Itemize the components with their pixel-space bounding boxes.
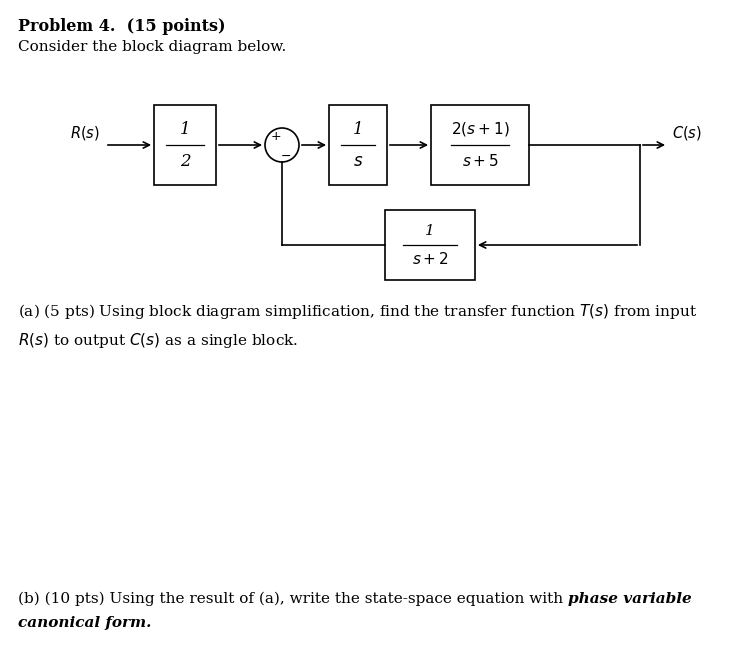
Bar	[431, 105, 529, 185]
Text: (b) (10 pts) Using the result of (a), write the state-space equation with: (b) (10 pts) Using the result of (a), wr…	[18, 592, 568, 606]
Text: $s+2$: $s+2$	[411, 251, 448, 267]
Text: 1: 1	[425, 224, 435, 238]
Text: 2: 2	[180, 153, 190, 169]
Text: +: +	[270, 129, 282, 143]
Text: phase variable: phase variable	[568, 592, 692, 606]
Bar	[385, 210, 475, 280]
Text: (a) (5 pts) Using block diagram simplification, find the transfer function $T(s): (a) (5 pts) Using block diagram simplifi…	[18, 302, 697, 350]
Text: 1: 1	[352, 120, 364, 137]
Text: $s+5$: $s+5$	[461, 153, 498, 169]
Text: $s$: $s$	[353, 153, 363, 169]
Bar	[154, 105, 216, 185]
Text: 1: 1	[180, 120, 190, 137]
Text: Problem 4.  (15 points): Problem 4. (15 points)	[18, 18, 226, 35]
Text: canonical form.: canonical form.	[18, 616, 151, 630]
Text: $2(s+1)$: $2(s+1)$	[451, 120, 510, 138]
Text: Consider the block diagram below.: Consider the block diagram below.	[18, 40, 286, 54]
Text: $R(s)$: $R(s)$	[70, 124, 100, 142]
Text: $-$: $-$	[280, 149, 291, 161]
Bar	[329, 105, 387, 185]
Text: $C(s)$: $C(s)$	[672, 124, 702, 142]
